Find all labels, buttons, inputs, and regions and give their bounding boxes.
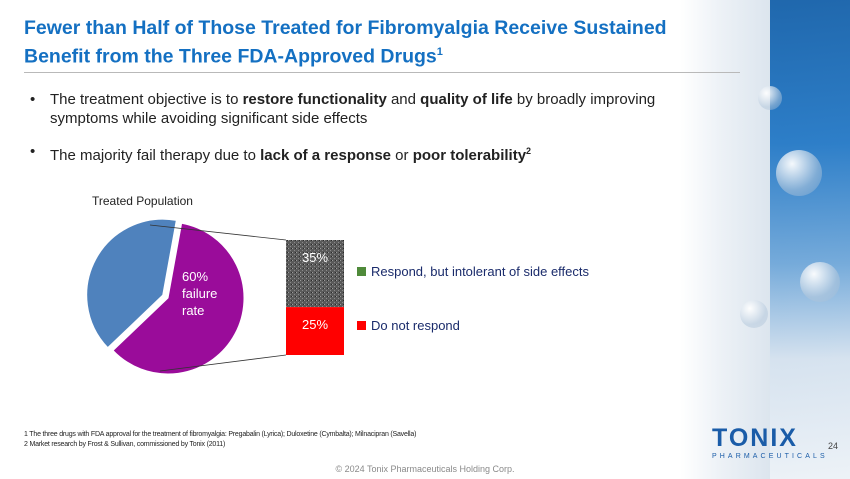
bullet-1-text-b: and (386, 91, 421, 108)
bullet-2-bold-b: poor tolerability (412, 147, 527, 164)
bullet-dot: • (30, 143, 36, 160)
bullet-text-1: The treatment objective is to restore fu… (50, 90, 720, 128)
bullet-2-text-a: The majority fail therapy due to (50, 147, 261, 164)
bar-segment-label: 25% (302, 317, 328, 332)
legend-item-respond-intolerant: Respond, but intolerant of side effects (357, 264, 589, 279)
bullet-item-2: • The majority fail therapy due to lack … (30, 142, 720, 165)
footnotes: 1 The three drugs with FDA approval for … (24, 430, 416, 450)
pie-slice-failure (112, 222, 245, 375)
pie-slice-success (86, 218, 177, 349)
bullet-item-1: • The treatment objective is to restore … (30, 90, 720, 128)
breakdown-bar: 35% 25% (286, 240, 344, 355)
page-title: Fewer than Half of Those Treated for Fib… (24, 16, 744, 69)
bar-segment-intolerant (286, 240, 344, 308)
title-line-1: Fewer than Half of Those Treated for Fib… (24, 17, 667, 39)
background-molecule (776, 150, 822, 196)
bullet-1-text-c: by broadly improving symptoms while avoi… (50, 91, 656, 127)
pie-label-line-2: failure (182, 286, 217, 301)
legend-swatch (357, 321, 366, 330)
page-number: 24 (828, 441, 839, 451)
legend-label: Do not respond (371, 318, 460, 333)
logo-subtitle: PHARMACEUTICALS (712, 453, 828, 460)
pie (86, 218, 245, 375)
legend-label: Respond, but intolerant of side effects (371, 264, 590, 279)
bullet-list: • The treatment objective is to restore … (30, 90, 720, 179)
background-molecule (740, 300, 768, 328)
bullet-1-text-a: The treatment objective is to (50, 91, 243, 108)
bullet-2-footnote-ref: 2 (526, 146, 532, 156)
pie-connector-lines (149, 224, 287, 372)
bullet-2-text-b: or (391, 147, 413, 164)
legend-swatch (357, 267, 366, 276)
bullet-2-bold-a: lack of a response (260, 147, 392, 164)
background-molecule (758, 86, 782, 110)
pie-slice-label: 60% failure rate (182, 269, 221, 318)
footnote-1: 1 The three drugs with FDA approval for … (24, 431, 417, 438)
bullet-1-bold-a: restore functionality (242, 91, 387, 108)
title-line-2: Benefit from the Three FDA-Approved Drug… (24, 45, 437, 68)
pie-breakdown-chart: 35% 25% 60% failure rate (86, 218, 344, 375)
connector-line (149, 224, 287, 241)
title-divider (24, 72, 740, 73)
bullet-dot: • (30, 91, 36, 108)
chart-title: Treated Population (92, 194, 193, 208)
bullet-text-2: The majority fail therapy due to lack of… (50, 142, 531, 165)
logo-wordmark: TONIX (712, 424, 798, 452)
footnote-2: 2 Market research by Frost & Sullivan, c… (24, 441, 226, 448)
background-molecule (800, 262, 840, 302)
bar-segment-no-response (286, 307, 344, 355)
title-footnote-ref: 1 (436, 46, 443, 58)
tonix-logo: TONIX PHARMACEUTICALS (712, 424, 828, 466)
legend-item-do-not-respond: Do not respond (357, 318, 460, 333)
background-blue-band (770, 0, 850, 479)
bar-segment-label: 35% (302, 250, 328, 265)
pie-label-line-1: 60% (182, 269, 208, 284)
copyright: © 2024 Tonix Pharmaceuticals Holding Cor… (335, 464, 515, 474)
bullet-1-bold-b: quality of life (420, 91, 513, 108)
connector-line (159, 354, 287, 372)
pie-label-line-3: rate (182, 303, 204, 318)
